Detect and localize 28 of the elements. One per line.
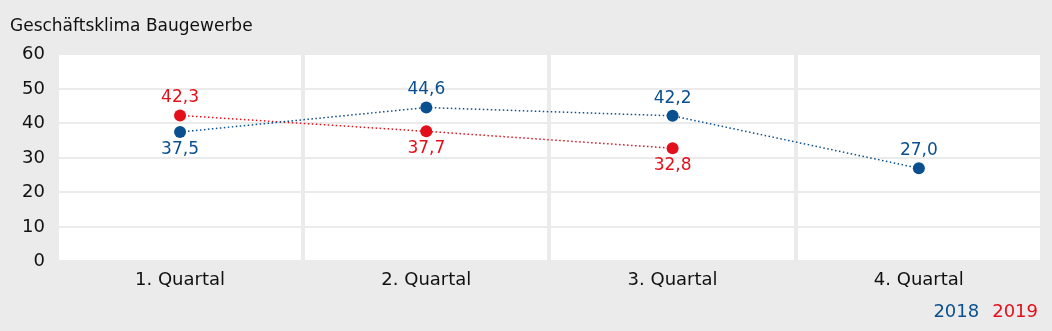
y-tick-label: 30 (22, 145, 45, 167)
y-tick-label: 60 (22, 42, 45, 64)
data-label: 42,2 (653, 86, 692, 107)
chart-title: Geschäftsklima Baugewerbe (10, 14, 253, 35)
y-tick-label: 10 (22, 214, 45, 236)
data-label: 32,8 (653, 154, 692, 175)
x-tick-label: 2. Quartal (381, 267, 472, 289)
data-label: 37,7 (407, 137, 446, 158)
point (174, 109, 187, 122)
data-label: 44,6 (407, 78, 446, 99)
x-tick-label: 3. Quartal (627, 267, 718, 289)
data-label: 37,5 (161, 137, 199, 158)
y-tick-label: 40 (22, 111, 45, 133)
y-tick-label: 20 (22, 180, 45, 202)
point (666, 142, 679, 155)
point (420, 101, 433, 114)
point (420, 125, 433, 138)
text: 2018 (933, 299, 980, 321)
y-tick-label: 50 (22, 76, 45, 98)
x-tick-label: 1. Quartal (135, 267, 226, 289)
point (912, 162, 925, 175)
point (174, 126, 187, 139)
point (666, 109, 679, 122)
data-label: 27,0 (899, 139, 938, 160)
x-tick-label: 4. Quartal (873, 267, 964, 289)
text: 2019 (992, 299, 1038, 321)
y-tick-label: 0 (33, 249, 45, 271)
data-label: 42,3 (161, 86, 199, 107)
